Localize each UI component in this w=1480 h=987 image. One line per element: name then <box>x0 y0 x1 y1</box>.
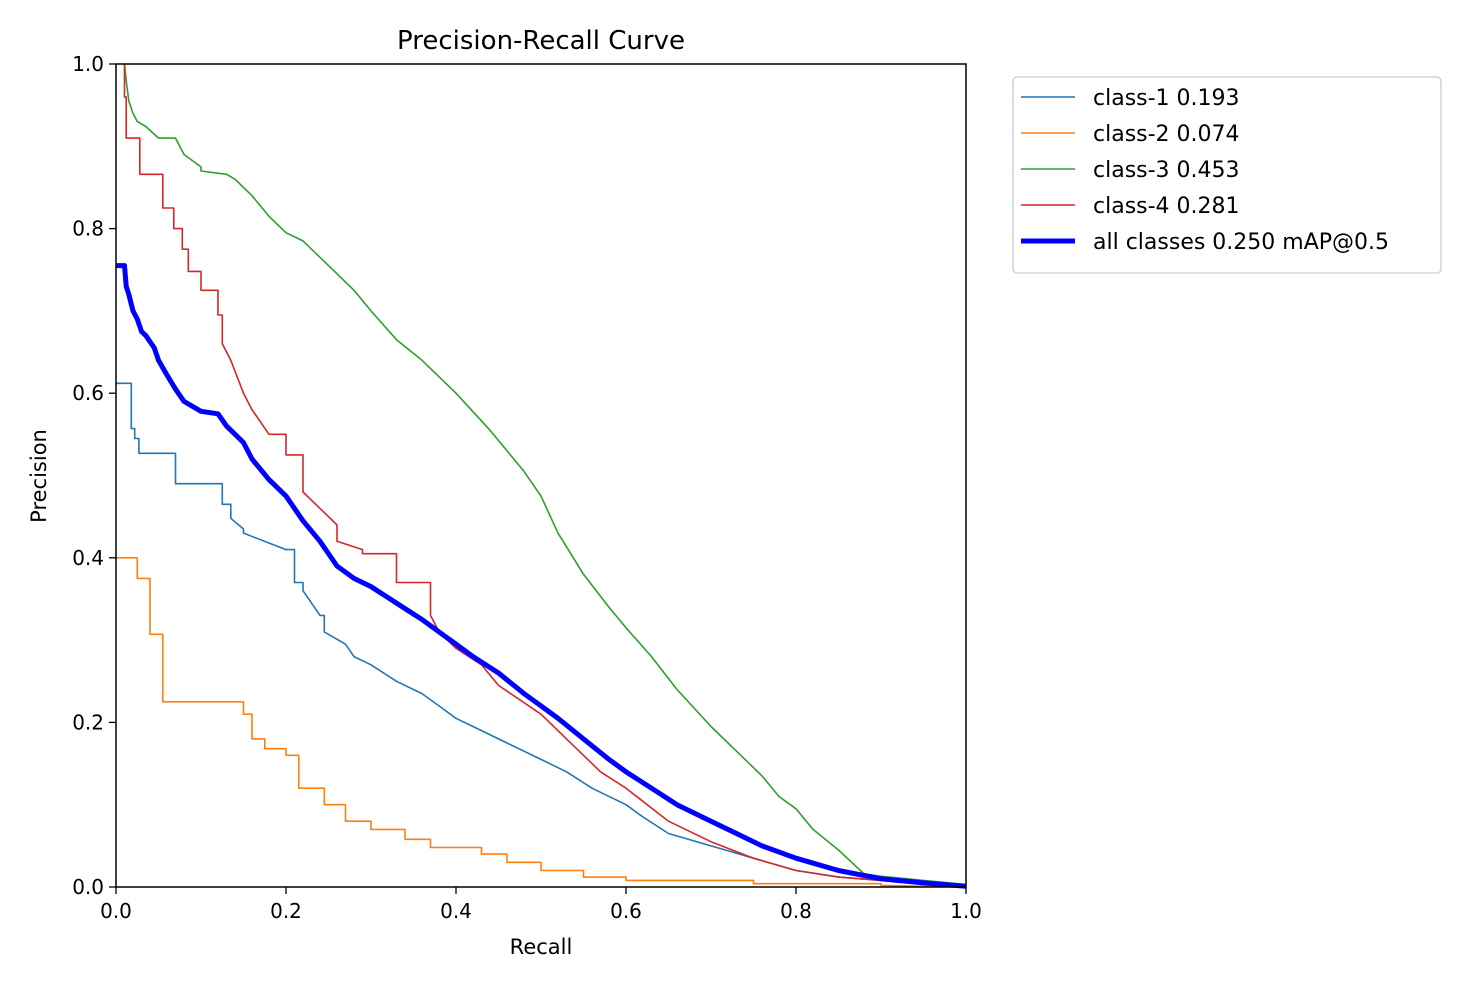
x-tick-label: 0.6 <box>610 899 642 923</box>
y-axis: 0.0 0.2 0.4 0.6 0.8 1.0 <box>72 52 116 899</box>
series-line-1 <box>116 382 967 888</box>
y-tick-label: 0.6 <box>72 381 104 405</box>
y-tick-label: 0.0 <box>72 875 104 899</box>
series-line-4 <box>123 64 967 888</box>
legend: class-1 0.193 class-2 0.074 class-3 0.453 c… <box>1012 76 1442 274</box>
x-tick-label: 0.0 <box>100 899 132 923</box>
series-line-5 <box>116 263 967 889</box>
y-axis-label: Precision <box>27 429 51 523</box>
legend-label-5: all classes 0.250 mAP@0.5 <box>1093 230 1389 255</box>
x-axis-label: Recall <box>510 935 573 959</box>
series-line-3 <box>123 63 967 886</box>
x-tick-label: 1.0 <box>950 899 982 923</box>
legend-label-3: class-3 0.453 <box>1093 158 1240 183</box>
series-line-2 <box>116 556 967 888</box>
legend-label-2: class-2 0.074 <box>1093 122 1240 147</box>
plot-frame <box>115 63 967 888</box>
x-tick-label: 0.2 <box>270 899 302 923</box>
y-tick-label: 0.2 <box>72 710 104 734</box>
x-tick-label: 0.4 <box>440 899 472 923</box>
x-axis: 0.0 0.2 0.4 0.6 0.8 1.0 <box>100 887 982 923</box>
chart-title: Precision-Recall Curve <box>397 26 685 56</box>
x-tick-label: 0.8 <box>780 899 812 923</box>
y-tick-label: 0.8 <box>72 217 104 241</box>
legend-box <box>1012 76 1442 274</box>
legend-label-4: class-4 0.281 <box>1093 194 1240 219</box>
y-tick-label: 1.0 <box>72 52 104 76</box>
legend-label-1: class-1 0.193 <box>1093 86 1240 111</box>
y-tick-label: 0.4 <box>72 546 104 570</box>
